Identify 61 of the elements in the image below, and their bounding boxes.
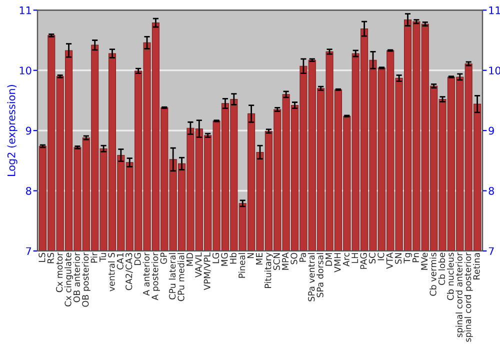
x-tick-label: ME: [256, 252, 262, 265]
x-tick-label: Pituitary: [264, 252, 273, 288]
y2-tick-label: 7: [488, 247, 494, 255]
x-tick-label: RS: [47, 252, 54, 264]
y-axis-title: Log2 (expression): [7, 85, 18, 176]
x-tick-label: LS: [38, 252, 46, 262]
x-tick-label: VA/VL: [195, 252, 202, 278]
y-tick-label: 11: [20, 6, 31, 14]
y-tick-label: 9: [26, 126, 32, 135]
x-tick-label: CPu medial: [178, 253, 184, 302]
x-tick-label: Pir: [90, 252, 98, 263]
x-tick-label: CPu lateral: [168, 253, 176, 300]
x-tick-label: spinal cord posterior: [464, 252, 473, 342]
x-tick-label: Tu: [100, 253, 106, 262]
x-tick-label: A posterior: [151, 252, 160, 300]
x-tick-label: VMH: [334, 253, 341, 272]
x-tick-label: SO: [290, 252, 298, 264]
x-tick-label: Retina: [473, 253, 480, 280]
x-tick-label: DM: [326, 253, 332, 266]
x-tick-label: SN: [394, 253, 402, 264]
x-tick-label: MVe: [421, 252, 428, 270]
x-tick-label: spinal cord anterior: [456, 252, 464, 338]
x-tick-label: OB anterior: [73, 252, 80, 302]
x-tick-label: A anterior: [142, 252, 150, 296]
x-tick-label: ventral S: [108, 252, 115, 292]
x-tick-label: Pa: [299, 253, 306, 262]
x-tick-label: MG: [221, 253, 228, 266]
x-tick-label: OB posterior: [82, 252, 90, 307]
x-tick-label: MD: [186, 252, 193, 266]
x-tick-label: LH: [352, 253, 358, 263]
x-tick-label: Cx cingulate: [64, 252, 74, 306]
x-tick-label: MPA: [282, 252, 288, 270]
x-tick-label: GP: [160, 252, 167, 264]
x-tick-label: SC: [368, 252, 376, 264]
x-tick-label: IC: [378, 252, 384, 260]
x-tick-label: DG: [134, 253, 141, 265]
x-tick-label: N: [247, 253, 254, 258]
x-tick-label: SPa dorsal: [316, 253, 324, 298]
x-tick-label: Arc: [342, 252, 350, 266]
y-tick-label: 7: [26, 247, 32, 255]
x-tick-label: SCN: [273, 253, 280, 270]
y2-tick-label: 11: [489, 6, 500, 14]
x-tick-label: CA2/CA3: [126, 253, 133, 290]
x-tick-label: PAG: [360, 253, 367, 269]
y2-tick-label: 9: [488, 126, 494, 135]
x-tick-label: Cb lobe: [438, 252, 446, 286]
x-tick-label: CA1: [116, 253, 124, 270]
x-tick-label: Hb: [230, 252, 236, 264]
x-tick-label: Pn: [412, 253, 419, 262]
x-tick-label: Cb vermis: [430, 252, 436, 296]
x-tick-label: Cx motor: [56, 252, 63, 292]
x-tick-label: Cb nucleus: [446, 252, 454, 300]
y2-tick-label: 8: [488, 186, 494, 195]
x-tick-label: VPM/VPL: [204, 252, 212, 290]
x-tick-label: LG: [212, 253, 220, 264]
x-tick-label: VTA: [386, 252, 393, 269]
x-tick-label: Tg: [404, 253, 412, 264]
y-tick-label: 8: [26, 186, 32, 195]
x-tick-label: SPa ventral: [308, 253, 315, 302]
y-tick-label: 10: [20, 66, 32, 74]
x-tick-label: Pineal: [238, 253, 246, 278]
